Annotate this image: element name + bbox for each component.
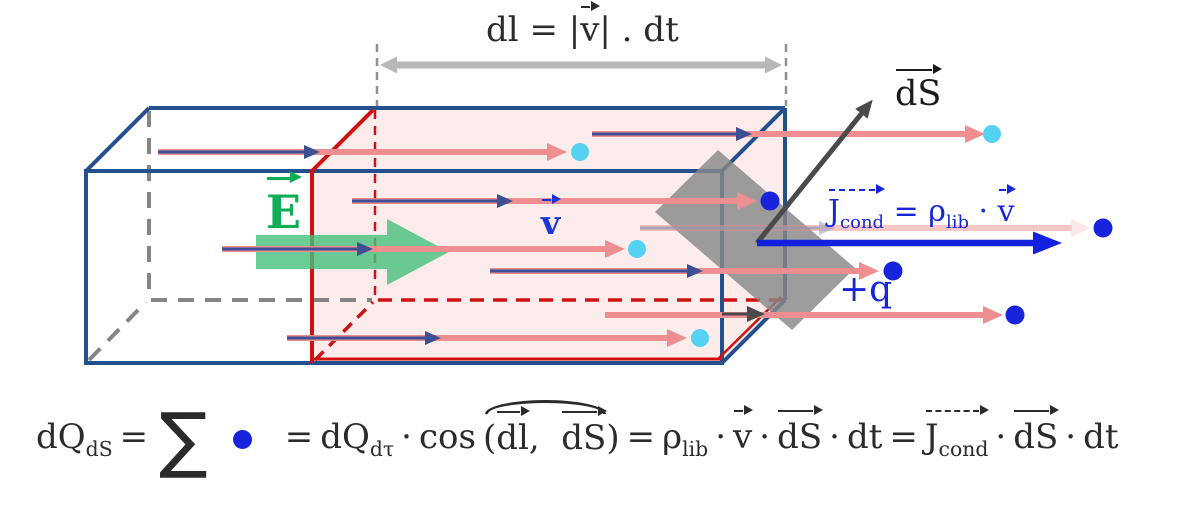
- e-field-symbol: E: [266, 170, 303, 239]
- velocity-label: v: [541, 194, 562, 242]
- jcond-vector: Jcond: [924, 405, 989, 461]
- charge-symbol: +q: [839, 269, 893, 310]
- f-cdot3: ·: [759, 417, 771, 457]
- rho-sub: lib: [945, 212, 969, 233]
- jcond-eq: =: [884, 194, 929, 229]
- box-edge: [720, 106, 787, 173]
- jcond-equation-label: Jcond = ρlib · v: [828, 184, 1016, 232]
- f-close: ): [606, 418, 620, 458]
- charge-dot-cyan: [571, 143, 589, 161]
- f-cdot6: ·: [1065, 417, 1077, 457]
- ds-vector: dS: [777, 405, 824, 457]
- charge-label: +q: [839, 271, 892, 309]
- dl-label-pre: dl = |: [486, 10, 581, 50]
- f-cdot5: ·: [995, 417, 1007, 457]
- f-eq2: =: [284, 417, 314, 457]
- f-cdot4: ·: [829, 417, 840, 457]
- jcond-symbol: Jcond: [828, 184, 886, 232]
- f-eq1: =: [119, 417, 149, 457]
- f-dt2: dt: [1083, 417, 1119, 457]
- slab-hidden-edge: [313, 300, 375, 362]
- charge-dot-symbol: [232, 429, 252, 449]
- charge-dot-blue: [1005, 305, 1025, 325]
- f-cos: cos: [418, 417, 476, 457]
- slab-top-face: [312, 108, 785, 171]
- f-comma: ,: [528, 418, 551, 458]
- box-hidden-edges: [87, 111, 372, 362]
- charge-dot-blue: [760, 191, 780, 211]
- f-dt: dt: [846, 417, 883, 457]
- velocity-overlay-arrows: [158, 127, 835, 345]
- ds-normal-arrow: [755, 99, 873, 245]
- v-vector: v: [733, 405, 754, 457]
- velocity-symbol: v: [580, 1, 601, 50]
- box-edge: [84, 106, 151, 173]
- dl-label: dl = |v| . dt: [486, 1, 679, 50]
- charge-dots: [571, 125, 1113, 347]
- charge-dot-blue: [883, 261, 903, 281]
- charge-dot-blue: [1093, 218, 1113, 238]
- ds-label: dS: [895, 64, 943, 114]
- ds-symbol: dS: [895, 64, 943, 114]
- f-cdot1: ·: [401, 417, 412, 457]
- charge-dot-cyan: [983, 125, 1001, 143]
- f-rho: ρlib: [662, 417, 709, 461]
- f-dq: dQdS: [36, 417, 113, 461]
- angle-hat-group: (dl, dS): [482, 400, 620, 458]
- summation-symbol: ∑: [159, 397, 208, 482]
- f-open: (: [482, 418, 497, 458]
- rho-symbol: ρ: [928, 194, 946, 229]
- f-eq4: =: [889, 417, 918, 457]
- box-hidden-edge: [87, 300, 148, 362]
- charge-dot-cyan: [691, 329, 709, 347]
- velocity-symbol: v: [541, 194, 562, 242]
- dl-vector: dl: [496, 406, 530, 458]
- charge-flux-formula: dQdS = ∑ = dQdτ · cos (dl, dS) = ρlib · …: [36, 378, 1119, 496]
- f-eq3: =: [626, 417, 656, 457]
- e-field-label: E: [266, 170, 303, 239]
- ds-vector: dS: [561, 406, 608, 458]
- jcond-sub: cond: [840, 212, 885, 233]
- slab-edge: [308, 108, 375, 175]
- f-dq2: dQdτ: [320, 417, 395, 461]
- f-cdot2: ·: [715, 417, 727, 457]
- slab-hidden-edges: [313, 110, 783, 362]
- dl-label-post: | . dt: [599, 10, 679, 50]
- surface-element: [655, 150, 855, 330]
- jcond-j: J: [828, 194, 841, 229]
- ds-vector: dS: [1013, 405, 1060, 457]
- dl-measurement: [375, 44, 788, 106]
- velocity-symbol: v: [997, 184, 1016, 229]
- jcond-cdot: ·: [968, 194, 998, 229]
- charge-dot-cyan: [628, 240, 646, 258]
